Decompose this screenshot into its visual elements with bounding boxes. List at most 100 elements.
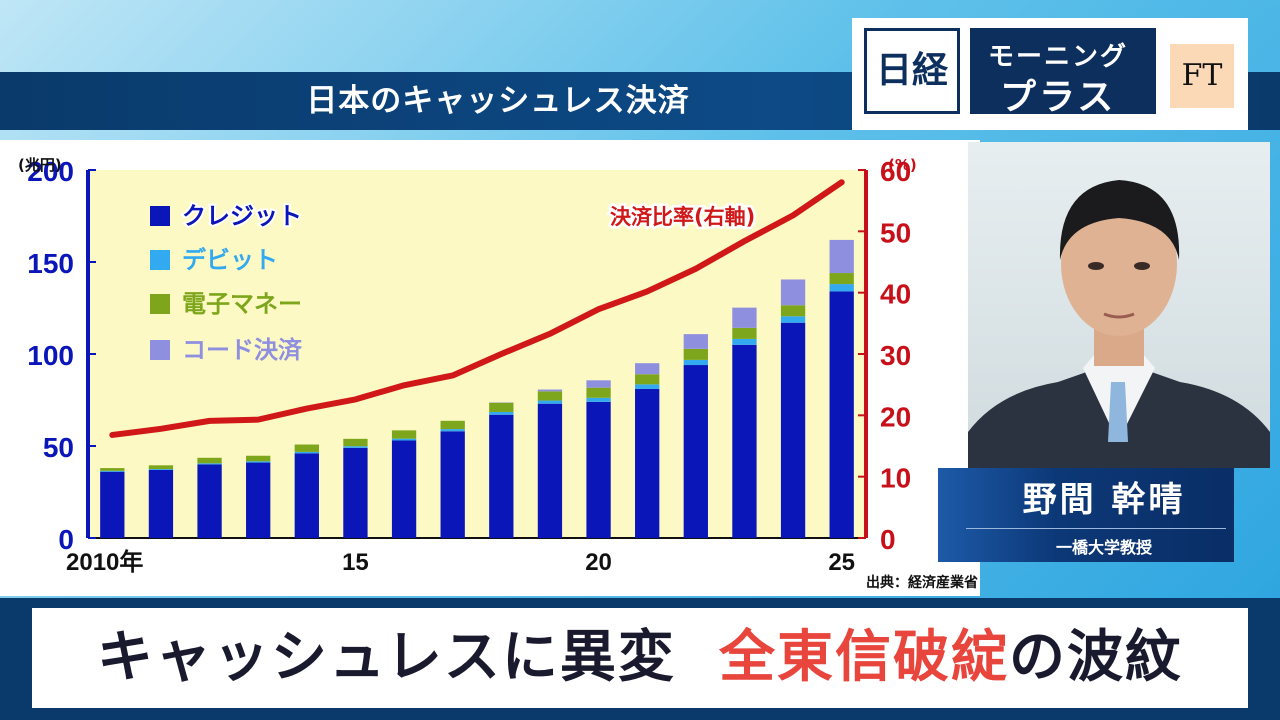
- credit-bar: [732, 344, 757, 538]
- logo-line-1: モーニング: [988, 42, 1129, 72]
- emoney-bar: [343, 438, 368, 447]
- debit-bar: [829, 284, 854, 292]
- morning-plus-logo: モーニング プラス: [970, 28, 1156, 118]
- left-tick-label: 200: [27, 156, 74, 187]
- code-bar: [683, 334, 708, 349]
- emoney-bar: [537, 391, 563, 401]
- debit-bar: [537, 400, 563, 404]
- name-caption: 野間 幹晴 一橋大学教授: [938, 468, 1234, 562]
- legend-label: クレジット: [182, 202, 302, 230]
- legend-swatch: [150, 294, 170, 314]
- left-tick-label: 50: [43, 432, 74, 463]
- credit-bar: [343, 447, 368, 538]
- headline-part-1: キャッシュレスに異変: [97, 625, 676, 690]
- legend-swatch: [150, 206, 170, 226]
- debit-bar: [780, 316, 806, 323]
- debit-bar: [586, 397, 611, 402]
- code-bar: [732, 307, 757, 328]
- credit-bar: [489, 414, 514, 538]
- code-bar: [635, 363, 660, 375]
- legend-label: 電子マネー: [182, 290, 302, 318]
- debit-bar: [635, 384, 660, 389]
- emoney-bar: [246, 455, 271, 462]
- legend-label: コード決済: [182, 336, 303, 364]
- source-note: 出典：経済産業省: [866, 575, 978, 591]
- name-divider: [966, 528, 1226, 529]
- debit-bar: [391, 438, 417, 441]
- credit-bar: [829, 291, 854, 538]
- credit-bar: [635, 388, 660, 538]
- emoney-bar: [197, 457, 222, 464]
- left-tick-label: 100: [27, 340, 74, 371]
- ratio-line: [109, 179, 845, 438]
- debit-bar: [440, 429, 465, 432]
- debit-bar: [683, 359, 708, 366]
- credit-bar: [440, 431, 465, 538]
- headline-part-3: の波紋: [1008, 625, 1183, 690]
- x-tick-label: 2010年: [66, 548, 143, 576]
- program-logo: 日経 モーニング プラス FT: [852, 18, 1248, 130]
- debit-bar: [343, 446, 368, 448]
- right-tick-label: 50: [880, 217, 911, 248]
- chart-panel: 0 50 100 150 200 (兆円) 0 10 20 30 40 50 60 (%) 2010年 15 2…: [0, 140, 980, 596]
- legend-label: デビット: [182, 246, 278, 274]
- emoney-bar: [148, 465, 174, 469]
- debit-bar: [100, 470, 125, 472]
- right-tick-label: 40: [880, 279, 911, 310]
- credit-bar: [586, 401, 611, 538]
- left-tick-label: 150: [27, 248, 74, 279]
- emoney-bar: [586, 387, 611, 398]
- x-tick-label: 25: [828, 549, 855, 576]
- code-bar: [537, 389, 563, 392]
- speaker-portrait: [968, 180, 1270, 468]
- emoney-bar: [732, 327, 757, 339]
- code-bar: [586, 380, 611, 388]
- cashless-chart: 0 50 100 150 200(兆円) 0 10 20 30 40 50 60(%) 2010年 15 2…: [18, 156, 917, 576]
- right-axis-unit: (%): [888, 156, 917, 174]
- debit-bar: [246, 461, 271, 463]
- x-tick-label: 15: [342, 549, 369, 576]
- right-tick-label: 10: [880, 463, 911, 494]
- credit-bar: [246, 462, 271, 538]
- debit-bar: [732, 338, 757, 345]
- code-bar: [829, 239, 854, 274]
- debit-bar: [197, 463, 222, 465]
- emoney-bar: [489, 402, 514, 412]
- left-axis-unit: (兆円): [18, 156, 62, 174]
- debit-bar: [294, 451, 319, 454]
- headline-box: キャッシュレスに異変 全東信破綻の波紋: [32, 608, 1248, 708]
- speaker-title: 一橋大学教授: [1055, 538, 1152, 557]
- credit-bar: [683, 365, 708, 538]
- speaker-video: [968, 142, 1270, 468]
- emoney-bar: [635, 374, 660, 385]
- emoney-bar: [440, 420, 465, 430]
- ft-logo: FT: [1170, 44, 1234, 108]
- legend-swatch: [150, 250, 170, 270]
- left-tick-label: 0: [58, 524, 74, 555]
- right-tick-label: 20: [880, 401, 911, 432]
- credit-bar: [100, 471, 125, 538]
- credit-bar: [391, 440, 417, 538]
- debit-bar: [489, 411, 514, 415]
- headline-part-2: 全東信破綻: [718, 625, 1009, 690]
- ratio-line-label: 決済比率(右軸): [610, 205, 755, 229]
- right-tick-label: 0: [880, 524, 896, 555]
- emoney-bar: [780, 305, 806, 317]
- chart-title: 日本のキャッシュレス決済: [306, 83, 690, 119]
- emoney-bar: [829, 273, 854, 285]
- credit-bar: [537, 403, 563, 538]
- emoney-bar: [391, 430, 417, 439]
- speaker-name: 野間 幹晴: [1022, 480, 1186, 520]
- emoney-bar: [100, 468, 125, 471]
- logo-line-2: プラス: [1000, 77, 1117, 118]
- credit-bar: [197, 464, 222, 538]
- credit-bar: [780, 322, 806, 538]
- x-tick-label: 20: [585, 549, 612, 576]
- legend-swatch: [150, 340, 170, 360]
- headline: キャッシュレスに異変 全東信破綻の波紋: [32, 608, 1248, 708]
- credit-bar: [148, 469, 174, 538]
- credit-bar: [294, 453, 319, 538]
- code-bar: [780, 279, 806, 306]
- right-tick-label: 60: [880, 156, 911, 187]
- right-tick-label: 30: [880, 340, 911, 371]
